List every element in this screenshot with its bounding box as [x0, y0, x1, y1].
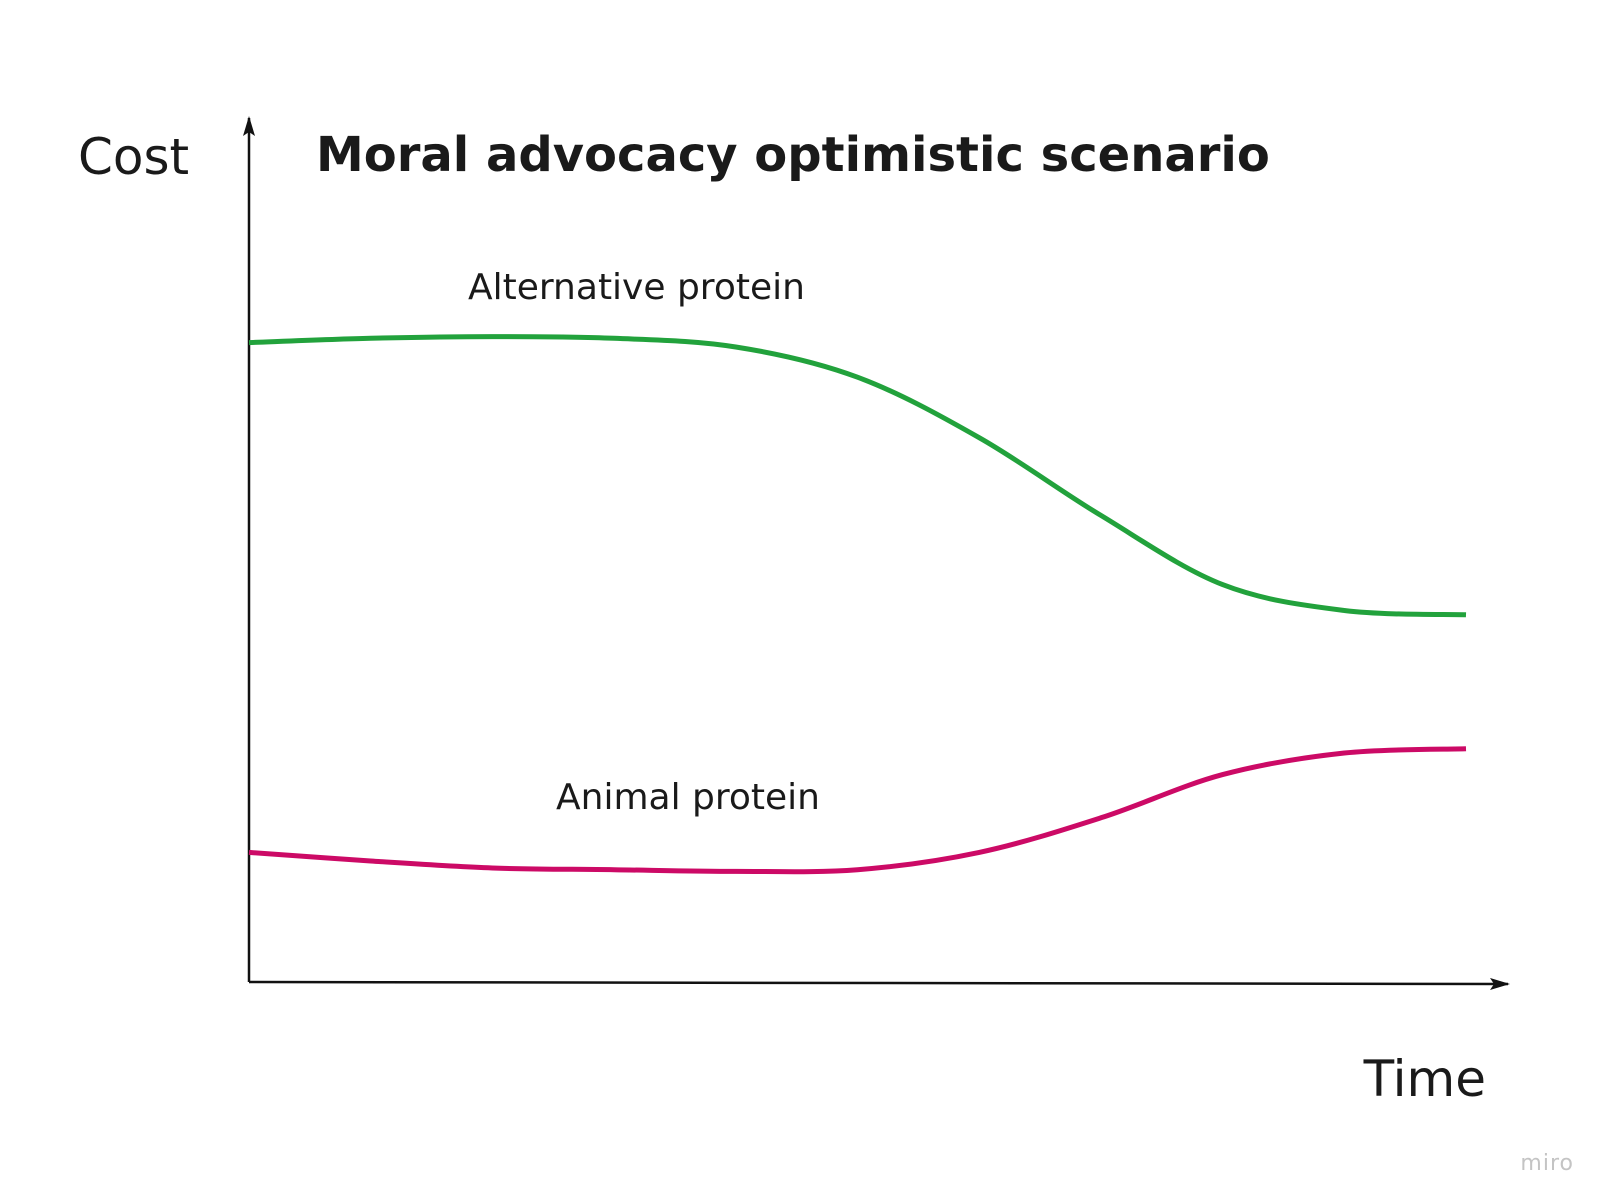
chart-title: Moral advocacy optimistic scenario [316, 127, 1270, 183]
series-label-animal-protein: Animal protein [556, 777, 820, 818]
y-axis-label: Cost [78, 128, 189, 186]
x-axis [248, 977, 1510, 990]
miro-watermark: miro [1520, 1151, 1574, 1176]
series-label-alternative-protein: Alternative protein [468, 267, 805, 308]
series-group [248, 334, 1467, 875]
x-axis-label: Time [1363, 1050, 1486, 1108]
series-line-animal-protein [248, 746, 1467, 875]
series-line-alternative-protein [248, 334, 1467, 618]
